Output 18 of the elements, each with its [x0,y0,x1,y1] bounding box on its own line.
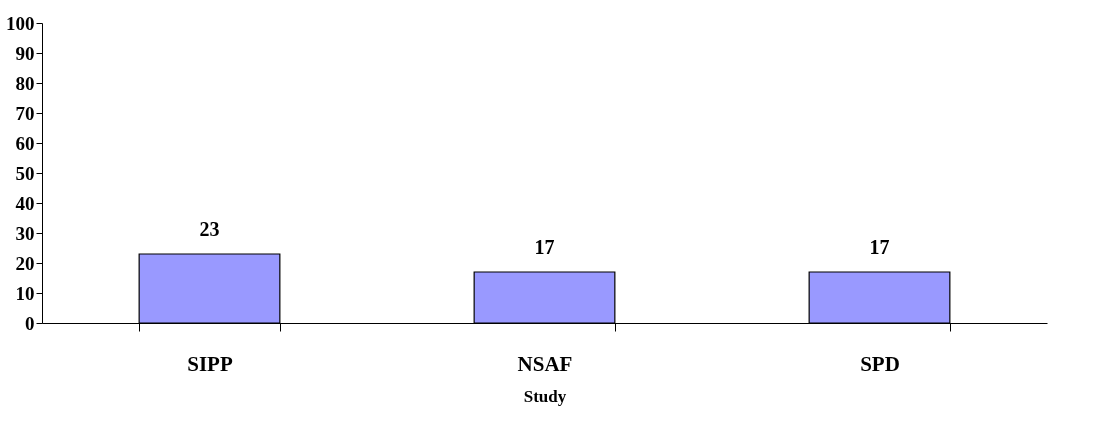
data-label: 23 [199,218,220,240]
y-tick-label: 80 [15,72,35,94]
x-axis-title: Study [523,386,567,406]
x-tick-label: SIPP [187,351,233,376]
y-tick-label: 30 [15,222,35,244]
y-tick-label: 10 [15,282,35,304]
y-tick-label: 70 [15,102,35,124]
y-tick-label: 0 [25,312,35,334]
data-label: 17 [534,236,555,258]
y-tick-label: 40 [15,192,35,214]
y-tick-label: 20 [15,252,35,274]
y-tick-label: 90 [15,42,35,64]
x-tick-label: SPD [860,351,900,376]
x-tick-label: NSAF [517,351,573,376]
y-tick-label: 60 [15,132,35,154]
y-tick-label: 100 [6,12,35,34]
data-label: 17 [869,236,890,258]
y-tick-label: 50 [15,162,35,184]
